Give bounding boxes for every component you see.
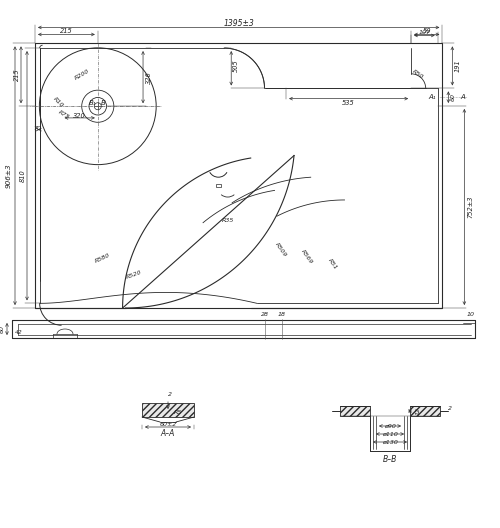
Text: B: B (100, 100, 105, 106)
Text: R520: R520 (126, 269, 143, 279)
Text: 50: 50 (422, 29, 431, 34)
Text: R10: R10 (52, 96, 64, 108)
Text: 42: 42 (15, 329, 23, 335)
Text: R35: R35 (222, 218, 234, 223)
Text: 60±2: 60±2 (160, 421, 176, 427)
Text: 906±3: 906±3 (6, 163, 12, 188)
Text: 752±3: 752±3 (468, 196, 473, 218)
Text: R75: R75 (58, 110, 71, 120)
Text: A–A: A–A (161, 429, 175, 438)
Text: A: A (460, 94, 464, 100)
Text: R50: R50 (411, 69, 424, 80)
Text: 215: 215 (14, 69, 20, 81)
Bar (216, 184, 221, 187)
Text: 60: 60 (451, 93, 456, 101)
Text: 191: 191 (454, 60, 460, 72)
Text: 10: 10 (467, 313, 475, 317)
Text: ø90: ø90 (384, 423, 396, 429)
Text: 320: 320 (74, 114, 86, 119)
Text: 326: 326 (146, 71, 152, 83)
Text: 1395±3: 1395±3 (224, 19, 254, 28)
Text: 2: 2 (448, 407, 452, 411)
Text: 2: 2 (168, 392, 172, 398)
Text: ø110: ø110 (382, 431, 398, 437)
Text: A₁: A₁ (428, 94, 436, 100)
Text: 18: 18 (278, 313, 286, 317)
Text: R509: R509 (274, 241, 287, 258)
Text: 107: 107 (418, 30, 430, 35)
Text: 215: 215 (60, 29, 73, 34)
Text: 60: 60 (0, 325, 4, 333)
Text: R569: R569 (300, 249, 314, 265)
Bar (340, 406, 370, 416)
Text: B₁: B₁ (89, 100, 96, 106)
Text: 70: 70 (34, 126, 42, 130)
Text: R200: R200 (74, 68, 90, 81)
Text: B–B: B–B (383, 455, 397, 464)
Text: 505: 505 (233, 60, 239, 72)
Text: 810: 810 (20, 169, 26, 182)
Text: 28: 28 (261, 313, 269, 317)
Bar (410, 406, 440, 416)
Text: 12: 12 (416, 407, 420, 415)
Bar (142, 403, 194, 417)
Text: R5: R5 (174, 410, 182, 414)
Text: ø130: ø130 (382, 439, 398, 445)
Text: 535: 535 (342, 100, 355, 106)
Text: R580: R580 (94, 252, 110, 264)
Text: R51: R51 (327, 258, 338, 271)
